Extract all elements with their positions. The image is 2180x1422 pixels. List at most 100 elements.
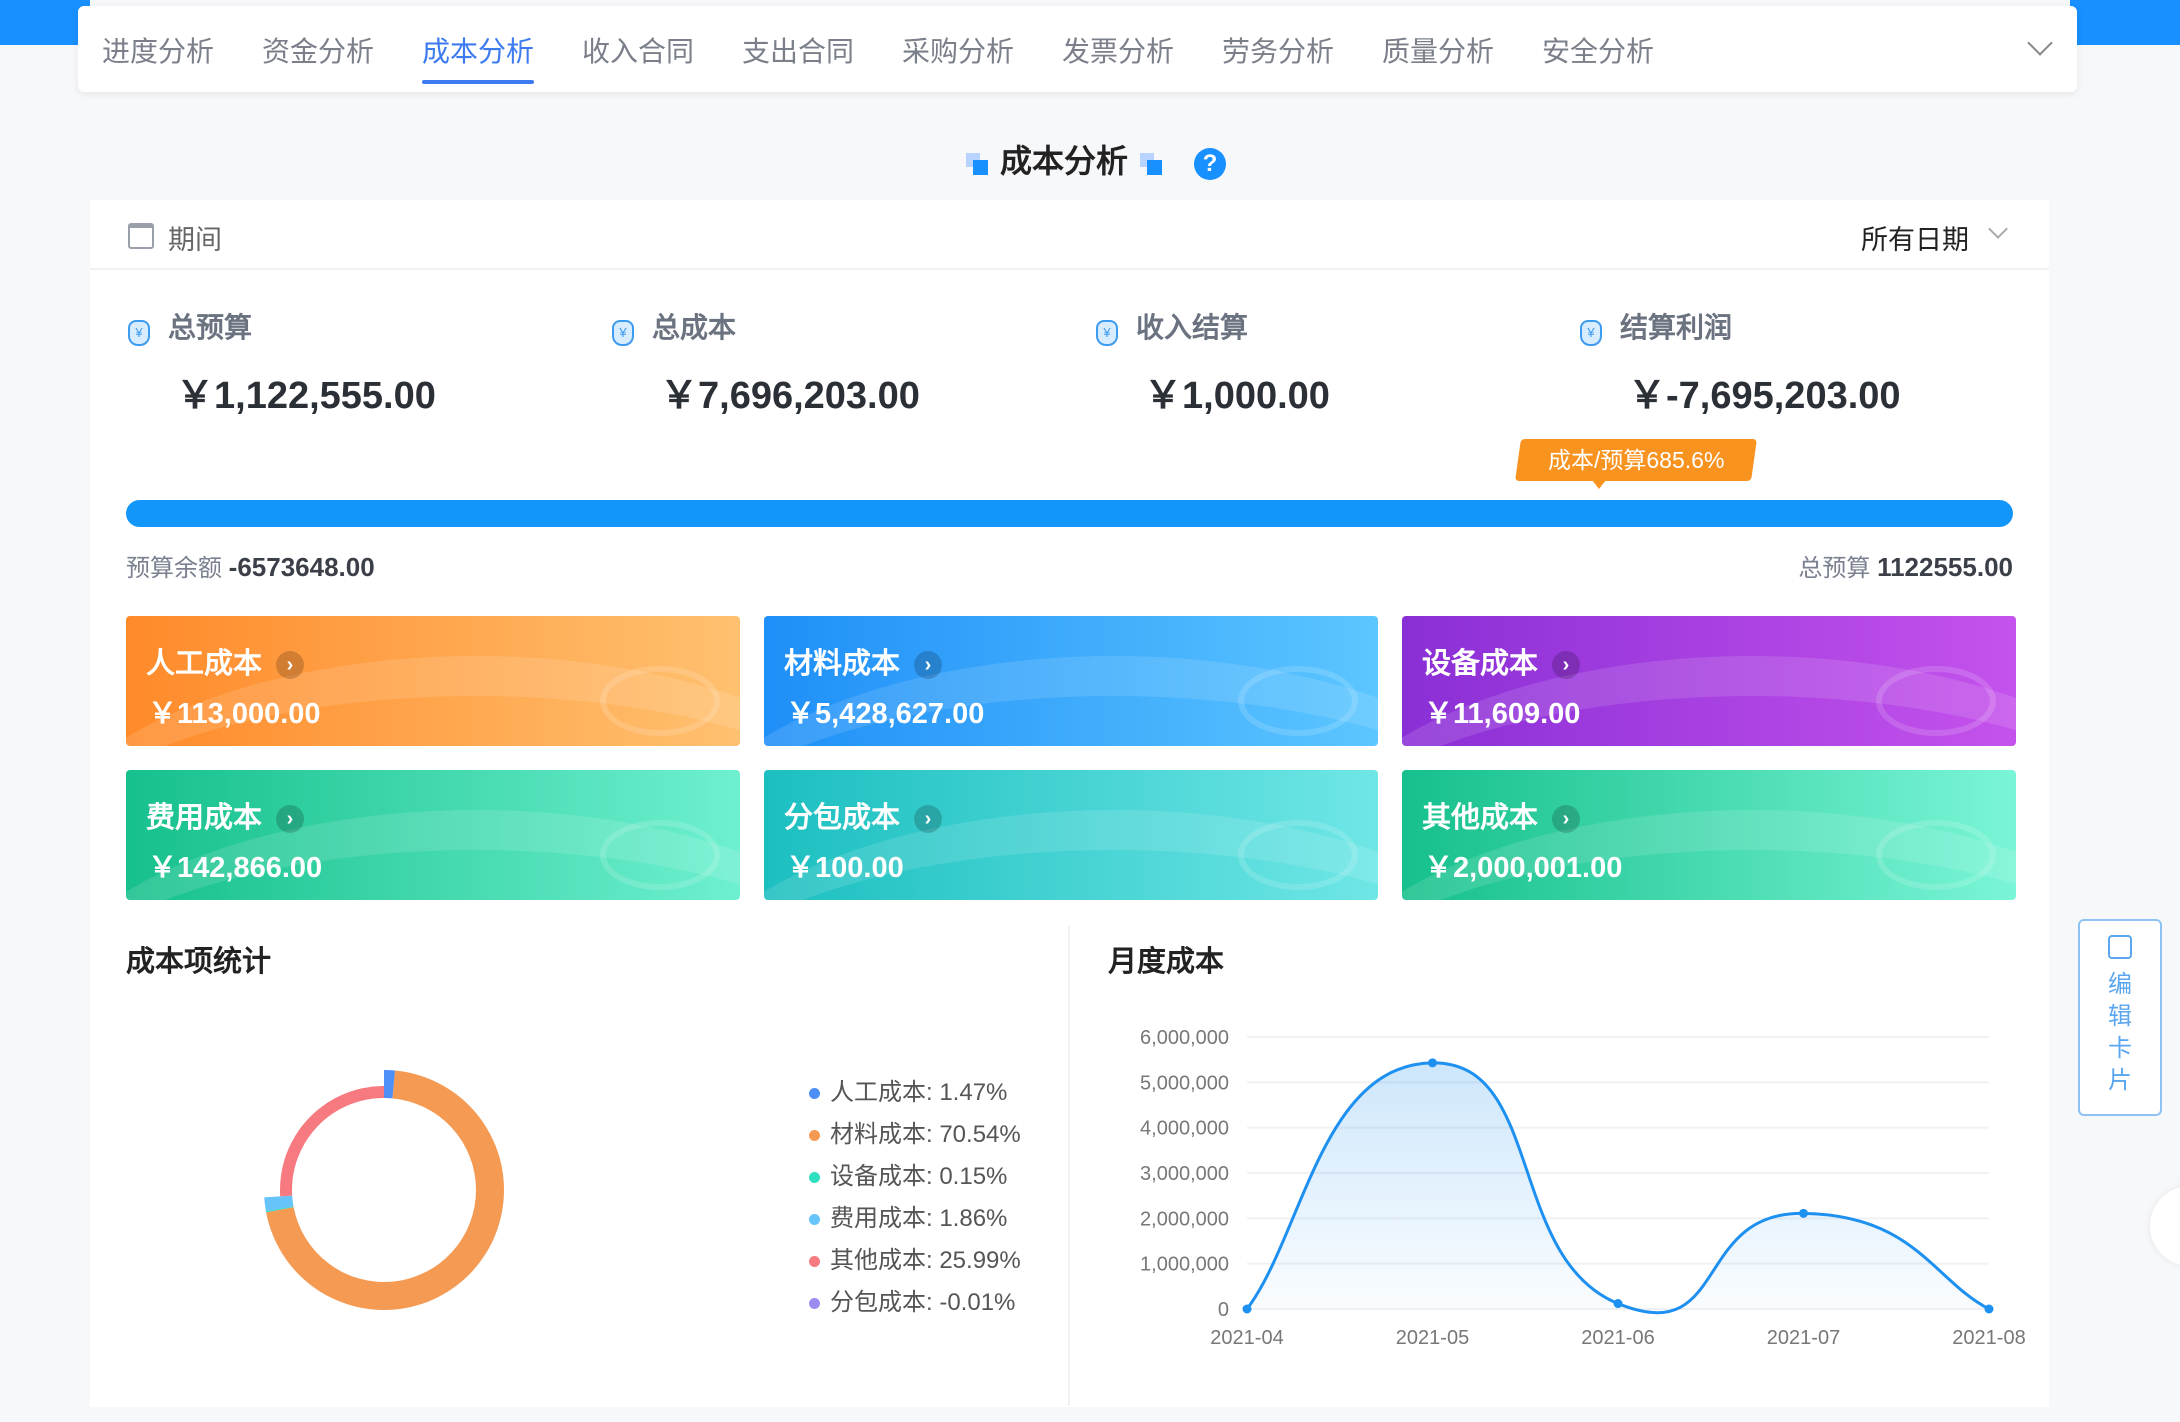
money-bag-icon: ¥ bbox=[1096, 319, 1118, 346]
stat-label: 结算利润 bbox=[1620, 312, 1733, 343]
series-line bbox=[1245, 1061, 1990, 1315]
chevron-right-icon[interactable]: › bbox=[1552, 651, 1581, 680]
legend-label: 材料成本: 70.54% bbox=[830, 1121, 1021, 1148]
page-title-row: 成本分析? bbox=[0, 136, 2180, 182]
legend-label: 分包成本: -0.01% bbox=[830, 1289, 1016, 1316]
y-tick-label: 3,000,000 bbox=[1140, 1163, 1229, 1185]
cost-card[interactable]: 费用成本 › ￥142,866.00 bbox=[126, 770, 740, 900]
donut-slice bbox=[264, 1195, 294, 1212]
top-bar bbox=[2070, 0, 2180, 45]
chevron-right-icon[interactable]: › bbox=[1552, 805, 1581, 834]
section-title-cost-items: 成本项统计 bbox=[126, 946, 272, 978]
legend-item[interactable]: 分包成本: -0.01% bbox=[809, 1282, 1015, 1317]
cost-card-value: ￥2,000,001.00 bbox=[1424, 852, 1623, 884]
calendar-icon bbox=[128, 223, 154, 249]
chevron-right-icon[interactable]: › bbox=[276, 651, 305, 680]
stat-label: 总预算 bbox=[168, 312, 253, 343]
card-decoration-icon bbox=[1876, 666, 1996, 736]
tab-3[interactable]: 收入合同 bbox=[582, 36, 695, 67]
cost-card[interactable]: 分包成本 › ￥100.00 bbox=[764, 770, 1378, 900]
cost-card-name: 设备成本 bbox=[1422, 648, 1539, 680]
edit-card-icon bbox=[2108, 935, 2132, 959]
cost-card[interactable]: 设备成本 › ￥11,609.00 bbox=[1402, 616, 2016, 746]
chevron-right-icon[interactable]: › bbox=[914, 651, 943, 680]
cost-card-value: ￥113,000.00 bbox=[148, 698, 321, 730]
y-tick-label: 5,000,000 bbox=[1140, 1072, 1229, 1094]
y-tick-label: 6,000,000 bbox=[1140, 1027, 1229, 1049]
tab-2[interactable]: 成本分析 bbox=[422, 30, 535, 84]
tab-4[interactable]: 支出合同 bbox=[742, 36, 855, 67]
stat-label: 总成本 bbox=[652, 312, 737, 343]
divider bbox=[1068, 926, 1070, 1406]
stat-label-row: ¥ 总预算 bbox=[128, 306, 252, 346]
tab-7[interactable]: 劳务分析 bbox=[1222, 36, 1335, 67]
period-row: 期间 所有日期 bbox=[90, 200, 2049, 270]
legend-label: 其他成本: 25.99% bbox=[830, 1247, 1021, 1274]
data-point bbox=[1984, 1304, 1994, 1314]
x-tick-label: 2021-07 bbox=[1767, 1327, 1840, 1349]
donut-slice bbox=[266, 1070, 504, 1311]
cost-card-name: 费用成本 bbox=[146, 802, 263, 834]
donut-slice bbox=[384, 1070, 396, 1099]
cost-card-name: 材料成本 bbox=[784, 648, 901, 680]
stat-value: ￥-7,695,203.00 bbox=[1628, 375, 1901, 417]
legend-label: 人工成本: 1.47% bbox=[830, 1079, 1008, 1106]
stat-value: ￥1,122,555.00 bbox=[176, 375, 436, 417]
cost-card[interactable]: 其他成本 › ￥2,000,001.00 bbox=[1402, 770, 2016, 900]
cost-card-value: ￥5,428,627.00 bbox=[786, 698, 985, 730]
y-tick-label: 2,000,000 bbox=[1140, 1208, 1229, 1230]
cost-analysis-card: 期间 所有日期 ¥ 总预算 ￥1,122,555.00 ¥ 总成本 ￥7,696,20… bbox=[90, 200, 2049, 1407]
tab-1[interactable]: 资金分析 bbox=[262, 36, 375, 67]
legend-dot bbox=[809, 1130, 820, 1142]
data-point bbox=[1799, 1208, 1808, 1218]
tab-9[interactable]: 安全分析 bbox=[1542, 36, 1655, 67]
legend-item[interactable]: 人工成本: 1.47% bbox=[809, 1072, 1007, 1107]
legend-item[interactable]: 设备成本: 0.15% bbox=[809, 1156, 1007, 1191]
stat-value: ￥7,696,203.00 bbox=[660, 375, 920, 417]
tab-6[interactable]: 发票分析 bbox=[1062, 36, 1175, 67]
title-decoration-icon bbox=[965, 152, 988, 175]
legend-dot bbox=[809, 1214, 820, 1226]
cost-card[interactable]: 材料成本 › ￥5,428,627.00 bbox=[764, 616, 1378, 746]
total-budget: 总预算 1122555.00 bbox=[1798, 548, 2013, 583]
legend-dot bbox=[809, 1172, 820, 1184]
card-decoration-icon bbox=[1238, 820, 1358, 890]
tab-8[interactable]: 质量分析 bbox=[1382, 36, 1495, 67]
module-tabs: 进度分析 资金分析 成本分析 收入合同 支出合同 采购分析 发票分析 劳务分析 质量分析 安全分析 bbox=[78, 6, 2077, 92]
legend-label: 费用成本: 1.86% bbox=[830, 1205, 1008, 1232]
y-tick-label: 0 bbox=[1218, 1299, 1229, 1321]
legend-item[interactable]: 其他成本: 25.99% bbox=[809, 1240, 1021, 1275]
legend-dot bbox=[809, 1256, 820, 1268]
period-label: 期间 bbox=[168, 225, 222, 255]
stat-label-row: ¥ 收入结算 bbox=[1096, 306, 1248, 346]
tab-5[interactable]: 采购分析 bbox=[902, 36, 1015, 67]
balance-label: 预算余额 bbox=[126, 555, 222, 582]
legend-label: 设备成本: 0.15% bbox=[830, 1163, 1008, 1190]
card-decoration-icon bbox=[600, 820, 720, 890]
charts-canvas: 0 1,000,000 2,000,000 3,000,000 4,000,000 5,0… bbox=[264, 1027, 2026, 1349]
x-tick-label: 2021-04 bbox=[1210, 1327, 1283, 1349]
legend-item[interactable]: 费用成本: 1.86% bbox=[809, 1198, 1007, 1233]
stat-label: 收入结算 bbox=[1136, 312, 1249, 343]
cost-card[interactable]: 人工成本 › ￥113,000.00 bbox=[126, 616, 740, 746]
chevron-right-icon[interactable]: › bbox=[276, 805, 305, 834]
legend-item[interactable]: 材料成本: 70.54% bbox=[809, 1114, 1021, 1149]
tab-0[interactable]: 进度分析 bbox=[102, 36, 215, 67]
chevron-down-icon[interactable] bbox=[2027, 30, 2053, 56]
floating-button[interactable] bbox=[2150, 1186, 2180, 1266]
period-select[interactable]: 所有日期 bbox=[1861, 225, 1969, 255]
card-decoration-icon bbox=[600, 666, 720, 736]
total-budget-label: 总预算 bbox=[1798, 555, 1871, 582]
edit-card-button[interactable]: 编辑卡片 bbox=[2078, 919, 2162, 1116]
chevron-right-icon[interactable]: › bbox=[914, 805, 943, 834]
help-icon[interactable]: ? bbox=[1194, 147, 1226, 180]
legend-dot bbox=[809, 1088, 820, 1100]
cost-card-name: 分包成本 bbox=[784, 802, 901, 834]
page-title: 成本分析 bbox=[999, 143, 1128, 179]
budget-balance: 预算余额 -6573648.00 bbox=[126, 548, 375, 583]
data-point bbox=[1613, 1299, 1623, 1309]
stat-label-row: ¥ 总成本 bbox=[612, 306, 736, 346]
title-decoration-icon bbox=[1140, 152, 1162, 175]
legend-dot bbox=[809, 1298, 820, 1310]
section-title-monthly-cost: 月度成本 bbox=[1108, 946, 1225, 978]
